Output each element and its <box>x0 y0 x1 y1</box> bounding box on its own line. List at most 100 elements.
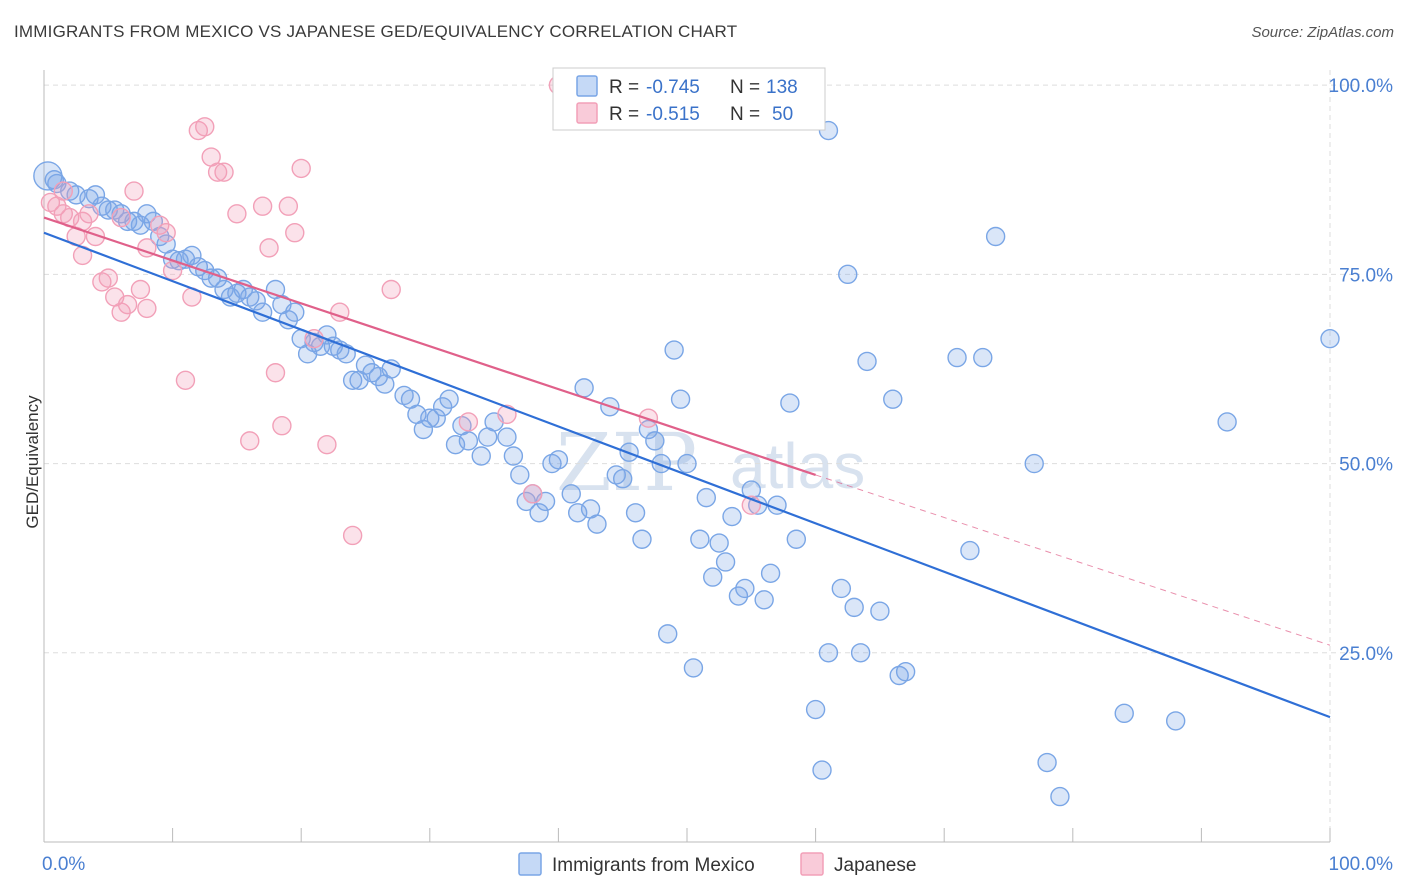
point-mexico-55 <box>413 419 434 440</box>
point-mexico-90 <box>664 340 684 360</box>
point-mexico-69 <box>516 491 536 512</box>
point-mexico-131 <box>1320 328 1340 349</box>
point-mexico-62 <box>458 431 479 451</box>
trend-line-japanese <box>43 216 816 476</box>
point-mexico-109 <box>805 699 826 720</box>
point-mexico-112 <box>831 578 852 599</box>
point-mexico-21 <box>182 245 202 266</box>
legend-swatch-japanese <box>800 852 824 876</box>
y-tick-label-1: 75.0% <box>1339 265 1393 286</box>
point-japanese-9 <box>98 268 119 288</box>
legend-r-value-2: -0.515 <box>646 104 700 125</box>
point-mexico-58 <box>432 397 453 417</box>
point-mexico-45 <box>342 370 363 391</box>
point-mexico-93 <box>683 658 704 678</box>
y-tick-label-3: 25.0% <box>1339 644 1393 665</box>
point-mexico-124 <box>985 226 1006 247</box>
point-mexico-120 <box>895 662 916 682</box>
point-mexico-35 <box>278 310 299 330</box>
point-japanese-27 <box>240 431 260 451</box>
point-japanese-19 <box>175 370 196 391</box>
point-mexico-68 <box>510 465 530 485</box>
trend-line-japanese-extension <box>815 474 1331 646</box>
tick-labels: 100.0% 75.0% 50.0% 25.0% 0.0% 100.0% <box>42 76 1393 875</box>
point-mexico-79 <box>587 514 607 534</box>
point-japanese-14 <box>130 279 151 300</box>
point-mexico-75 <box>561 484 581 504</box>
legend-n-label-2: N = <box>730 104 760 125</box>
point-mexico-128 <box>1114 703 1134 724</box>
legend-stats: R = -0.745 N = 138 R = -0.515 N = 50 <box>552 67 826 131</box>
watermark-atlas: atlas <box>730 430 865 502</box>
point-mexico-24 <box>201 268 221 288</box>
point-mexico-95 <box>696 487 716 508</box>
y-tick-label-2: 50.0% <box>1339 455 1393 476</box>
legend-n-value-1: 138 <box>766 77 798 98</box>
point-mexico-117 <box>870 601 890 621</box>
point-mexico-116 <box>857 351 877 372</box>
chart-title: IMMIGRANTS FROM MEXICO VS JAPANESE GED/E… <box>14 22 738 41</box>
point-mexico-129 <box>1165 711 1186 731</box>
point-mexico-59 <box>439 389 459 409</box>
point-mexico-71 <box>529 503 549 523</box>
trend-line-mexico <box>43 231 1331 719</box>
point-japanese-40 <box>458 412 479 432</box>
point-mexico-57 <box>426 408 446 428</box>
point-japanese-32 <box>278 196 299 216</box>
point-japanese-26 <box>227 204 247 224</box>
point-mexico-100 <box>728 586 749 606</box>
point-mexico-114 <box>844 597 864 618</box>
watermark: ZIP atlas <box>556 416 865 509</box>
watermark-zip: ZIP <box>556 416 697 509</box>
point-japanese-47 <box>111 207 131 228</box>
point-mexico-113 <box>838 264 858 285</box>
point-mexico-115 <box>850 643 871 663</box>
point-mexico-107 <box>780 393 800 413</box>
point-japanese-13 <box>124 181 144 201</box>
point-mexico-105 <box>760 563 781 584</box>
point-japanese-25 <box>214 162 234 182</box>
point-mexico-111 <box>818 643 839 663</box>
y-axis-title: GED/Equivalency <box>23 395 42 529</box>
point-mexico-121 <box>947 347 967 368</box>
point-japanese-30 <box>265 363 286 383</box>
point-mexico-66 <box>497 427 517 447</box>
legend-label-mexico: Immigrants from Mexico <box>552 855 755 876</box>
point-mexico-31 <box>246 291 266 311</box>
point-japanese-15 <box>137 298 157 319</box>
y-tick-label-0: 100.0% <box>1329 76 1394 97</box>
point-japanese-39 <box>381 279 401 300</box>
point-mexico-96 <box>703 567 723 587</box>
point-japanese-34 <box>291 158 311 179</box>
chart-source: Source: ZipAtlas.com <box>1251 24 1394 41</box>
legend-series: Immigrants from Mexico Japanese <box>518 852 916 876</box>
point-mexico-118 <box>883 389 903 409</box>
point-mexico-86 <box>638 419 659 440</box>
point-japanese-38 <box>342 525 363 546</box>
point-japanese-7 <box>85 226 106 247</box>
point-mexico-56 <box>420 408 440 428</box>
point-japanese-29 <box>259 238 279 258</box>
point-mexico-91 <box>670 389 691 409</box>
point-mexico-99 <box>722 506 742 527</box>
x-tick-label-right: 100.0% <box>1329 854 1394 875</box>
point-mexico-97 <box>709 533 729 553</box>
point-mexico-47 <box>355 355 376 375</box>
legend-r-value-1: -0.745 <box>646 77 700 98</box>
legend-r-label-2: R = <box>609 104 639 125</box>
point-japanese-42 <box>522 484 543 504</box>
legend-label-japanese: Japanese <box>834 855 916 876</box>
point-mexico-101 <box>735 578 755 599</box>
gridlines <box>44 70 1360 842</box>
point-mexico-89 <box>658 624 678 644</box>
point-japanese-12 <box>117 294 138 315</box>
point-mexico-127 <box>1050 786 1070 807</box>
point-japanese-31 <box>272 416 292 436</box>
point-japanese-17 <box>156 223 176 243</box>
point-mexico-84 <box>625 503 646 523</box>
legend-stats-box <box>552 67 826 131</box>
point-mexico-98 <box>715 552 736 572</box>
legend-n-label-1: N = <box>730 77 760 98</box>
point-japanese-6 <box>79 204 99 224</box>
